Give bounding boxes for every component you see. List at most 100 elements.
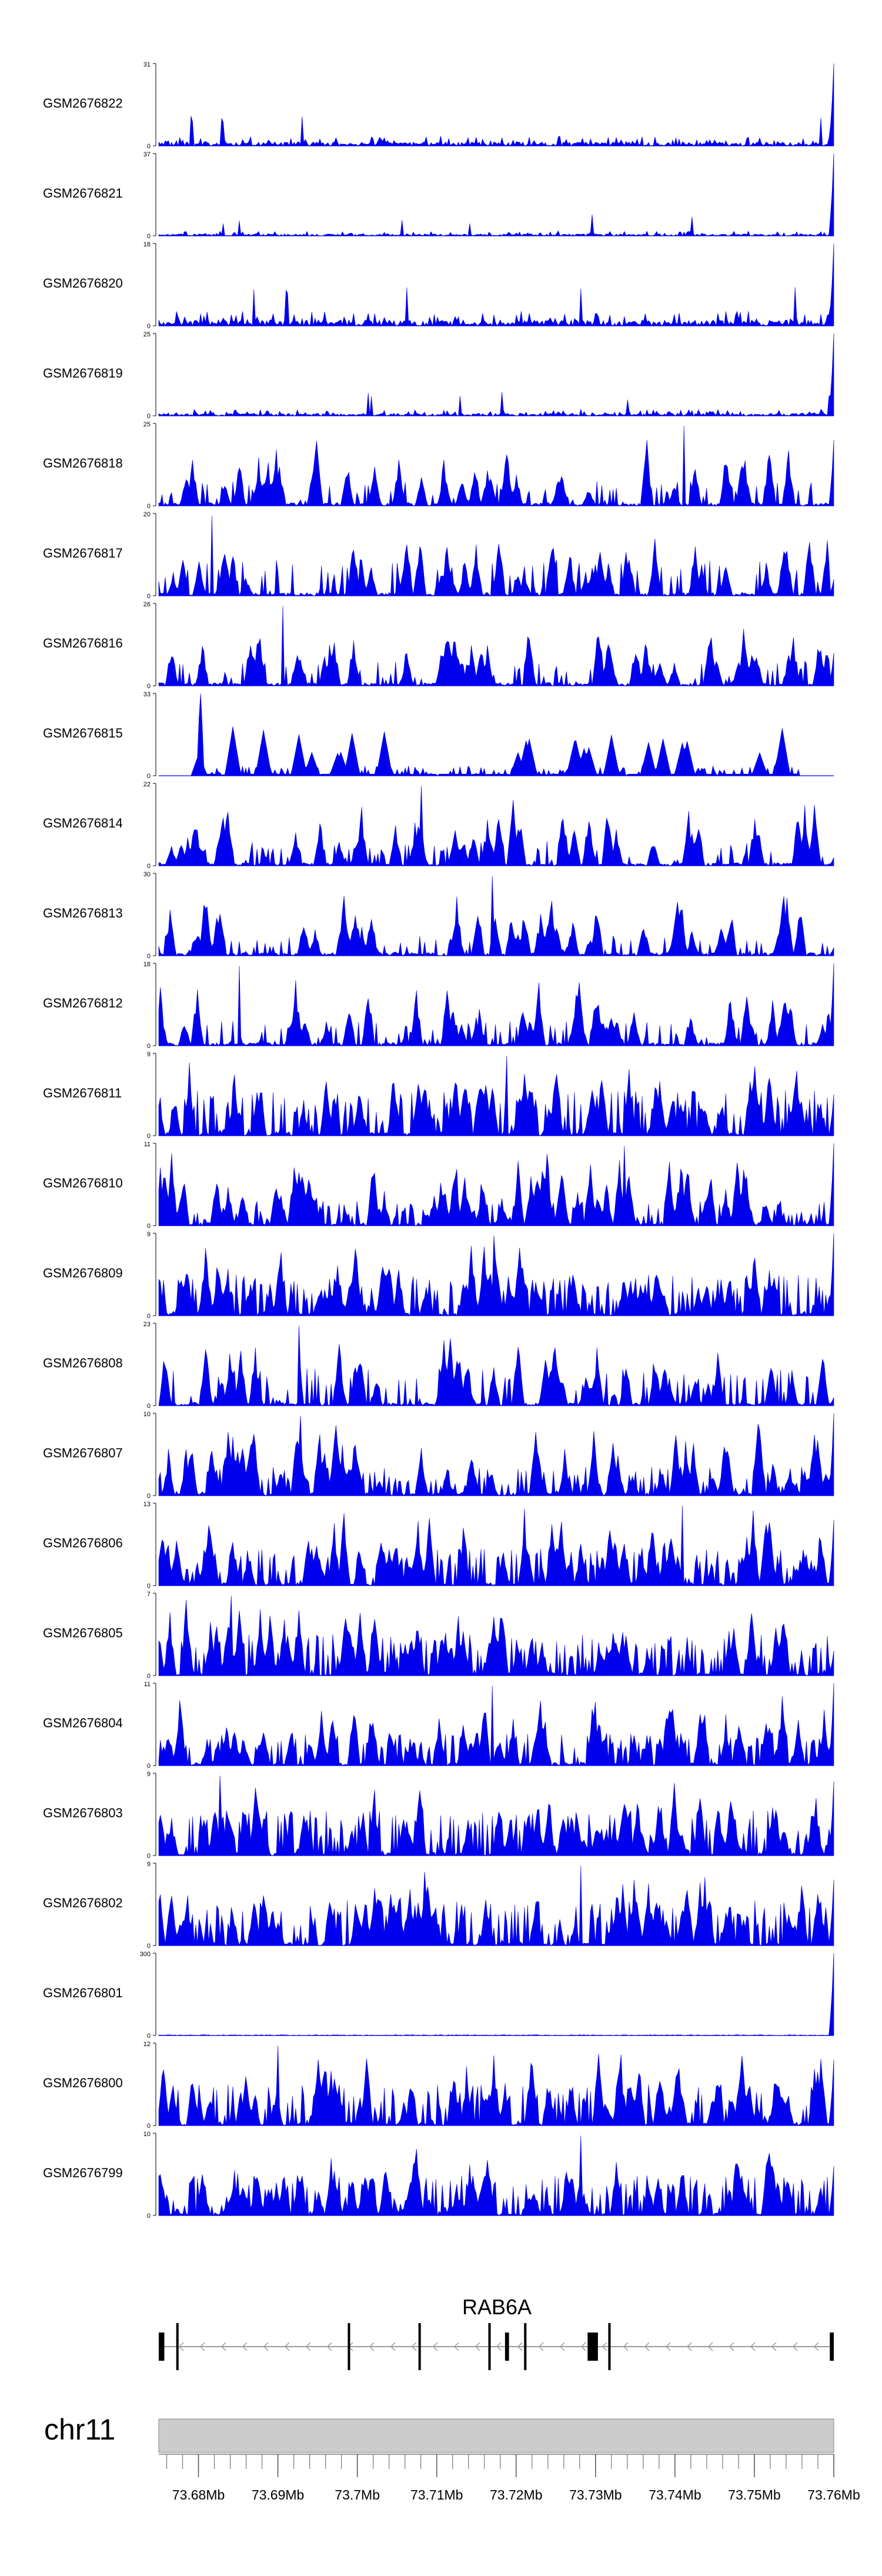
strand-arrow-icon <box>242 2342 248 2351</box>
track-label: GSM2676814 <box>43 816 123 830</box>
track-label: GSM2676820 <box>43 276 123 291</box>
y-tick-label-max: 9 <box>147 1771 151 1778</box>
y-tick-label-min: 0 <box>147 1853 151 1860</box>
y-tick-label-min: 0 <box>147 683 151 690</box>
track-GSM2676817: GSM2676817 20 0 <box>43 511 834 600</box>
y-tick-label-min: 0 <box>147 953 151 960</box>
track-label: GSM2676803 <box>43 1806 123 1820</box>
track-GSM2676815: GSM2676815 33 0 <box>43 691 834 780</box>
y-tick-label-max: 25 <box>143 421 151 428</box>
y-tick-label-max: 23 <box>143 1321 151 1328</box>
y-tick-label-max: 22 <box>143 781 151 788</box>
coverage-area <box>158 876 834 956</box>
exon <box>608 2323 611 2370</box>
track-label: GSM2676808 <box>43 1356 123 1370</box>
strand-arrow-icon <box>538 2342 544 2351</box>
y-tick-label-max: 18 <box>143 241 151 248</box>
track-label: GSM2676816 <box>43 636 123 650</box>
exon <box>418 2323 421 2370</box>
track-GSM2676820: GSM2676820 18 0 <box>43 241 834 330</box>
x-tick-label: 73.68Mb <box>172 2487 225 2502</box>
exon <box>176 2323 179 2370</box>
y-tick-label-max: 9 <box>147 1051 151 1058</box>
x-tick-label: 73.73Mb <box>569 2487 622 2502</box>
strand-arrow-icon <box>792 2342 798 2351</box>
exon <box>505 2333 509 2361</box>
track-GSM2676805: GSM2676805 7 0 <box>43 1591 834 1680</box>
y-tick-label-min: 0 <box>147 1583 151 1590</box>
coverage-area <box>158 963 834 1046</box>
coverage-area <box>158 1326 834 1406</box>
track-label: GSM2676806 <box>43 1536 123 1550</box>
coverage-area <box>158 1506 834 1587</box>
coverage-area <box>158 1413 834 1496</box>
y-tick-label-max: 9 <box>147 1861 151 1868</box>
x-tick-label: 73.74Mb <box>649 2487 701 2502</box>
track-GSM2676800: GSM2676800 12 0 <box>43 2041 834 2130</box>
track-label: GSM2676805 <box>43 1626 123 1640</box>
y-tick-label-min: 0 <box>147 773 151 780</box>
strand-arrow-icon <box>707 2342 713 2351</box>
track-GSM2676814: GSM2676814 22 0 <box>43 781 834 870</box>
y-tick-label-max: 31 <box>143 61 151 68</box>
strand-arrow-icon <box>771 2342 777 2351</box>
coverage-area <box>158 153 834 236</box>
track-GSM2676799: GSM2676799 10 0 <box>43 2131 834 2220</box>
track-GSM2676822: GSM2676822 31 0 <box>43 61 834 150</box>
y-tick-label-min: 0 <box>147 143 151 150</box>
track-label: GSM2676804 <box>43 1716 123 1730</box>
y-tick-label-min: 0 <box>147 1763 151 1770</box>
track-GSM2676804: GSM2676804 11 0 <box>43 1681 834 1770</box>
coverage-area <box>158 63 834 146</box>
x-tick-label: 73.72Mb <box>490 2487 543 2502</box>
track-label: GSM2676813 <box>43 906 123 920</box>
track-label: GSM2676811 <box>43 1086 122 1100</box>
gene-model-track: RAB6A <box>159 2295 834 2370</box>
y-tick-label-max: 12 <box>143 2041 151 2048</box>
coverage-area <box>158 1596 834 1676</box>
coverage-area <box>159 693 834 776</box>
coverage-area <box>158 1683 834 1766</box>
y-tick-label-min: 0 <box>147 1493 151 1500</box>
y-tick-label-min: 0 <box>147 863 151 870</box>
track-label: GSM2676822 <box>43 96 123 111</box>
track-GSM2676818: GSM2676818 25 0 <box>43 421 834 510</box>
exon <box>488 2323 491 2370</box>
y-tick-label-min: 0 <box>147 323 151 330</box>
y-tick-label-max: 20 <box>143 511 151 518</box>
strand-arrow-icon <box>580 2342 586 2351</box>
y-tick-label-min: 0 <box>147 2033 151 2040</box>
strand-arrow-icon <box>559 2342 565 2351</box>
track-label: GSM2676800 <box>43 2076 123 2090</box>
y-tick-label-min: 0 <box>147 413 151 420</box>
strand-arrow-icon <box>496 2342 502 2351</box>
track-GSM2676816: GSM2676816 26 0 <box>43 601 834 690</box>
strand-arrow-icon <box>305 2342 311 2351</box>
y-tick-label-min: 0 <box>147 1673 151 1680</box>
track-label: GSM2676801 <box>43 1986 123 2000</box>
strand-arrow-icon <box>517 2342 523 2351</box>
y-tick-label-max: 13 <box>143 1501 151 1508</box>
chromosome-ideogram-bar <box>158 2418 834 2453</box>
strand-arrow-icon <box>326 2342 332 2351</box>
x-tick-label: 73.71Mb <box>410 2487 463 2502</box>
coverage-area <box>158 2135 834 2216</box>
coverage-area <box>158 1143 834 1226</box>
strand-arrow-icon <box>729 2342 734 2351</box>
x-tick-label: 73.69Mb <box>252 2487 305 2502</box>
track-label: GSM2676802 <box>43 1896 123 1910</box>
y-tick-label-min: 0 <box>147 233 151 240</box>
y-tick-label-max: 9 <box>147 1231 151 1238</box>
coverage-area <box>158 426 834 506</box>
coverage-area <box>158 1233 834 1316</box>
exon <box>524 2323 527 2370</box>
genome-axis-track: chr11 73.68Mb 73.69Mb 73.7Mb 73.71Mb 73.72Mb… <box>44 2413 860 2502</box>
track-GSM2676807: GSM2676807 10 0 <box>43 1411 834 1500</box>
coverage-area <box>158 1953 834 2036</box>
y-tick-label-max: 300 <box>140 1951 151 1958</box>
chromosome-label: chr11 <box>44 2413 115 2446</box>
y-tick-label-max: 11 <box>144 1141 151 1148</box>
y-tick-label-max: 11 <box>144 1681 151 1688</box>
y-tick-label-min: 0 <box>147 593 151 600</box>
